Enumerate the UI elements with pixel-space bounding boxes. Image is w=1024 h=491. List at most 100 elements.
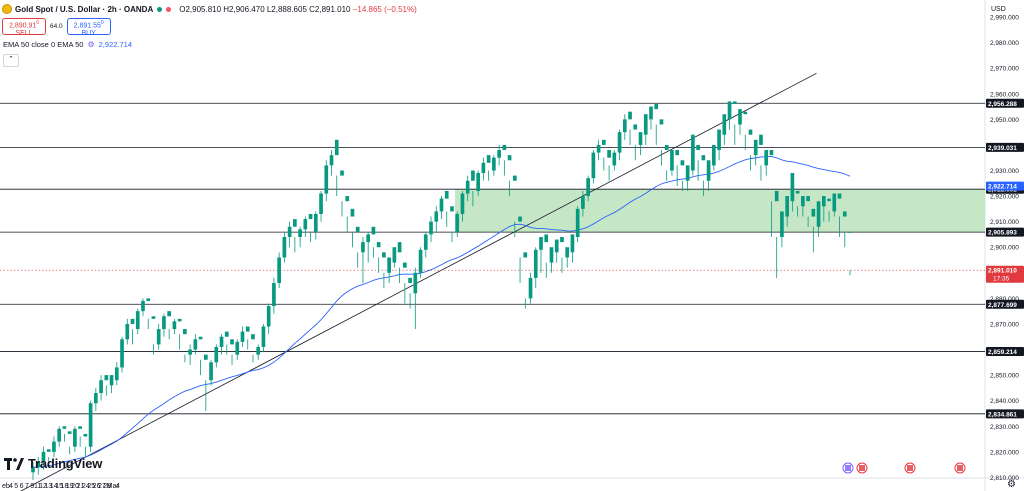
candle-body	[329, 155, 334, 166]
candle-body	[240, 331, 245, 342]
tradingview-logo: TradingView	[4, 456, 102, 471]
candle-body	[471, 170, 475, 181]
candle-body	[355, 226, 360, 232]
symbol-title[interactable]: Gold Spot / U.S. Dollar · 2h · OANDA	[15, 4, 154, 14]
candle-body	[141, 300, 145, 312]
candle-body	[209, 362, 213, 381]
candle-body	[591, 152, 596, 179]
candle-body	[774, 190, 779, 202]
y-tick-label: 2,920.000	[990, 194, 1019, 201]
candle-body	[748, 129, 753, 135]
candle-body	[73, 428, 77, 447]
market-open-icon	[157, 6, 163, 12]
candle-body	[198, 336, 203, 340]
candle-body	[52, 441, 56, 452]
candle-body	[224, 331, 229, 337]
candle-body	[450, 206, 454, 212]
candle-body	[811, 208, 816, 217]
y-tick-label: 2,810.000	[990, 475, 1019, 482]
level-price-tag: 2,834.861	[988, 411, 1017, 418]
candle-body	[57, 428, 62, 442]
buy-button[interactable]: 2,891.550 BUY	[66, 18, 111, 37]
candle-body	[727, 101, 732, 120]
ema-settings-icon[interactable]: ⚙	[87, 40, 95, 49]
level-price-tag-bg	[986, 142, 1024, 152]
ema-line	[32, 155, 851, 468]
chart-header: Gold Spot / U.S. Dollar · 2h · OANDA O2,…	[0, 0, 417, 18]
x-tick-label: Mar	[107, 483, 120, 490]
status-dot-icon	[166, 6, 172, 12]
x-tick-label: 15	[55, 483, 63, 490]
candle-body	[408, 277, 412, 284]
candle-body	[806, 196, 810, 202]
candle-body	[172, 321, 177, 330]
chart-settings-gear-icon[interactable]: ⚙	[1007, 479, 1016, 490]
candle-body	[203, 354, 208, 360]
change-text: −14.865 (−0.51%)	[352, 4, 417, 14]
ohlc-text: O2,905.810 H2,906.470 L2,888.605 C2,891.…	[179, 4, 351, 14]
candle-body	[114, 367, 119, 381]
x-tick-label: 14	[50, 483, 58, 490]
y-tick-label: 2,970.000	[990, 66, 1019, 73]
candle-body	[685, 165, 690, 181]
x-tick-label: 28	[103, 483, 111, 490]
candle-body	[78, 426, 82, 429]
candle-body	[146, 298, 151, 301]
candle-body	[423, 234, 428, 250]
x-tick-label: 26	[93, 483, 101, 490]
candle-body	[376, 242, 381, 248]
candle-body	[193, 339, 198, 350]
ema-value: 2,922.714	[98, 40, 133, 49]
candle-body	[518, 216, 522, 222]
sell-button[interactable]: 2,890.910 SELL	[2, 18, 46, 37]
candle-body	[617, 132, 622, 153]
ema-legend[interactable]: EMA 50 close 0 EMA 50 ⚙ 2,922.714	[3, 40, 132, 49]
candle-body	[675, 150, 680, 156]
candle-body	[848, 231, 852, 233]
candle-body	[340, 170, 344, 176]
candle-body	[46, 449, 51, 452]
candle-body	[125, 323, 130, 340]
x-tick-label: eb	[2, 483, 10, 490]
candle-body	[539, 236, 543, 250]
candle-body	[837, 193, 842, 199]
candle-body	[549, 247, 554, 263]
y-tick-label: 2,990.000	[990, 15, 1019, 22]
x-tick-label: 24	[82, 483, 90, 490]
candle-body	[235, 341, 240, 355]
y-tick-label: 2,960.000	[990, 91, 1019, 98]
candle-body	[120, 339, 124, 368]
trendline	[20, 72, 817, 491]
candle-body	[151, 316, 156, 319]
candle-body	[251, 334, 255, 340]
candle-body	[722, 114, 727, 135]
candle-body	[753, 139, 758, 156]
candle-body	[371, 226, 376, 235]
candle-body	[492, 157, 496, 171]
candle-body	[607, 150, 611, 158]
candle-body	[418, 249, 423, 273]
candle-body	[780, 211, 784, 237]
candle-body	[324, 165, 329, 194]
trade-panel: 2,890.910 SELL 64.0 2,891.550 BUY	[2, 18, 111, 37]
last-price-tag: 2,891.010	[988, 268, 1017, 275]
axis-currency: USD	[991, 6, 1006, 13]
candle-body	[743, 111, 748, 115]
sell-price-sup: 0	[36, 20, 40, 26]
y-tick-label: 2,930.000	[990, 168, 1019, 175]
level-price-tag-bg	[986, 409, 1024, 419]
candle-body	[523, 252, 528, 258]
level-price-tag: 2,956.288	[988, 101, 1017, 108]
candle-body	[282, 236, 287, 258]
collapse-legend-button[interactable]: ⌃	[3, 54, 19, 67]
candle-body	[277, 257, 281, 284]
candle-body	[94, 393, 98, 404]
buy-price-sup: 0	[100, 20, 104, 26]
candle-body	[366, 234, 371, 243]
candle-body	[659, 119, 664, 125]
candle-body	[502, 144, 507, 151]
candle-body	[109, 375, 114, 386]
level-price-tag-bg	[986, 347, 1024, 357]
candle-body	[801, 196, 805, 207]
